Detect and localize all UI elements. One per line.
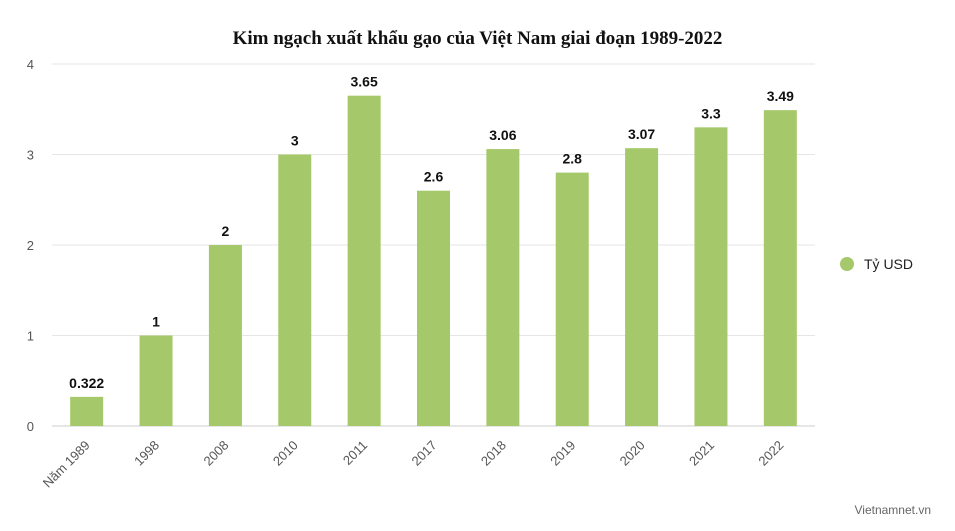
data-label: 3.07 [628, 126, 655, 142]
source-credit: Vietnamnet.vn [854, 503, 932, 517]
data-label: 3.06 [489, 127, 516, 143]
bar [417, 190, 450, 426]
x-tick-label: 2017 [409, 438, 440, 469]
x-tick-label: 2010 [270, 438, 301, 469]
bar [555, 172, 589, 426]
bar [139, 335, 173, 426]
x-tick-label: 2019 [547, 438, 578, 469]
x-tick-label: 2020 [617, 438, 648, 469]
x-tick-label: 2011 [340, 438, 370, 468]
y-tick-label: 0 [27, 419, 34, 434]
x-tick-label: 2021 [686, 438, 717, 469]
data-label: 3 [291, 133, 299, 149]
data-label: 1 [152, 314, 160, 330]
bar [347, 95, 381, 427]
legend-label: Tỷ USD [864, 256, 913, 272]
y-tick-label: 1 [27, 329, 34, 344]
data-label: 2.6 [424, 169, 444, 185]
y-tick-label: 4 [27, 57, 34, 72]
legend[interactable]: Tỷ USD [840, 256, 913, 272]
data-label: 3.65 [351, 74, 378, 90]
data-label: 3.3 [701, 105, 721, 121]
data-label: 2.8 [562, 151, 582, 167]
x-tick-label: Năm 1989 [40, 438, 93, 491]
bar [694, 127, 728, 426]
bar [486, 149, 520, 426]
data-label: 2 [222, 223, 230, 239]
data-label: 3.49 [767, 88, 794, 104]
bar [208, 245, 242, 426]
bar [763, 110, 797, 426]
y-tick-label: 2 [27, 238, 34, 253]
bar [625, 148, 659, 427]
x-tick-label: 1998 [131, 438, 162, 469]
bar [70, 396, 104, 426]
x-tick-label: 2022 [755, 438, 786, 469]
chart-title: Kim ngạch xuất khẩu gạo của Việt Nam gia… [232, 28, 723, 49]
data-label: 0.322 [69, 375, 104, 391]
legend-swatch [840, 257, 854, 271]
bar [278, 154, 312, 426]
x-tick-label: 2008 [200, 438, 231, 469]
x-tick-label: 2018 [478, 438, 509, 469]
y-tick-label: 3 [27, 148, 34, 163]
